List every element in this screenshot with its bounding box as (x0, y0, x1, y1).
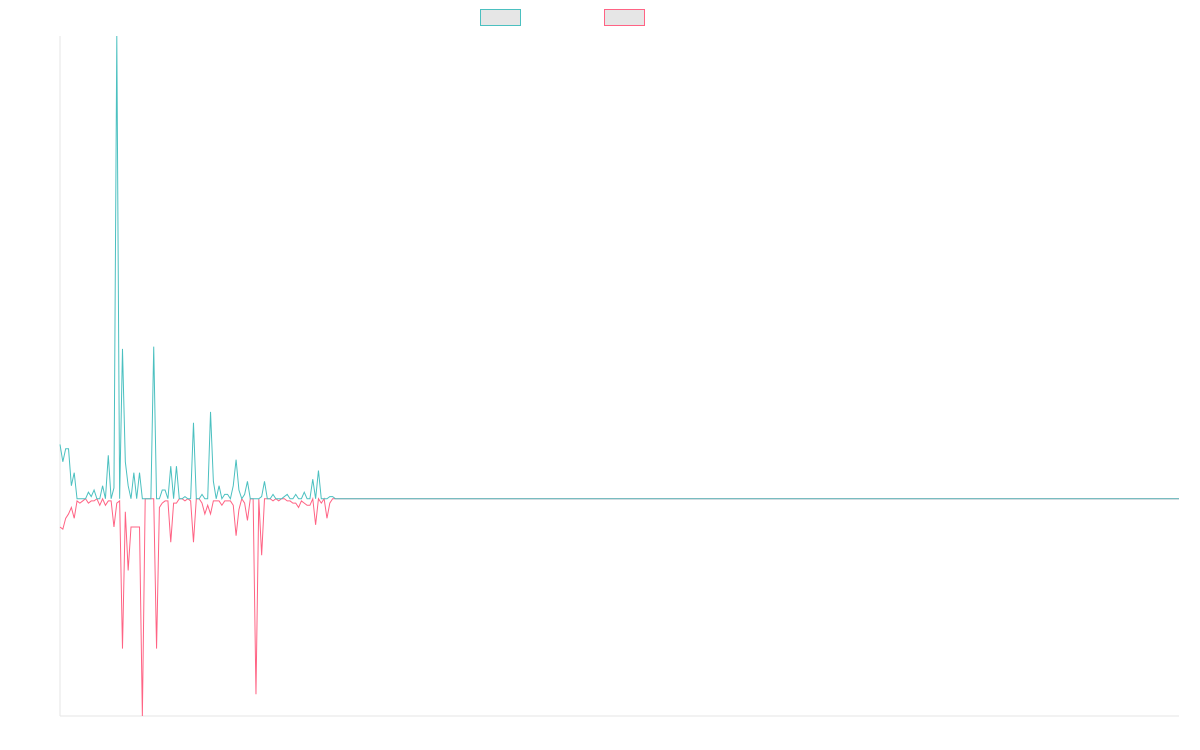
series-line-1 (59, 35, 1179, 501)
legend-swatch-1 (480, 9, 521, 26)
legend[interactable] (480, 9, 645, 26)
series-layer (59, 35, 1179, 717)
axes (59, 36, 1179, 717)
series-line-2 (59, 496, 1179, 717)
legend-item-1[interactable] (480, 9, 521, 26)
legend-item-2[interactable] (604, 9, 645, 26)
legend-swatch-2 (604, 9, 645, 26)
